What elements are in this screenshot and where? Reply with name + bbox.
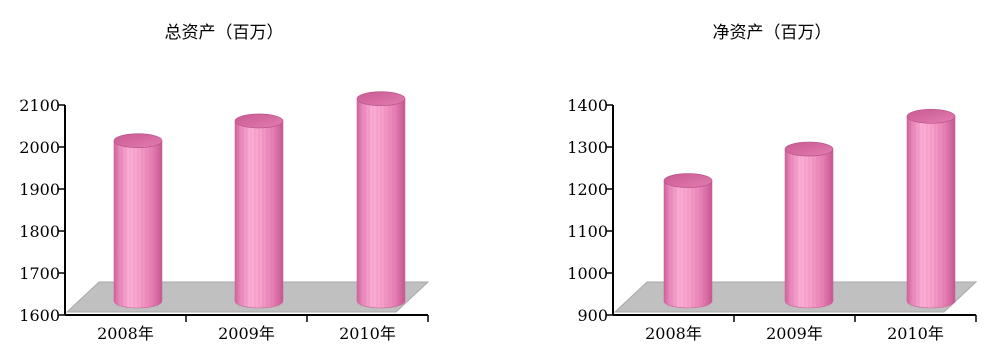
bar-cylinder (663, 173, 713, 309)
y-tick-label: 1900 (19, 180, 60, 199)
chart-title: 净资产（百万） (713, 23, 832, 43)
y-tick-label: 1600 (19, 306, 60, 325)
bar-top (113, 133, 163, 148)
bar-cylinder (234, 113, 284, 309)
bar-cylinder (906, 109, 956, 309)
bar-cylinder (113, 133, 163, 309)
chart-title: 总资产（百万） (165, 23, 284, 43)
y-tick-label: 1300 (567, 138, 608, 157)
y-tick-label: 1700 (19, 264, 60, 283)
y-tick-label: 2100 (19, 96, 60, 115)
x-tick-label: 2009年 (218, 324, 275, 343)
x-tick-label: 2010年 (887, 324, 944, 343)
bar-cylinder (784, 141, 834, 309)
y-tick-label: 1000 (567, 264, 608, 283)
y-tick-label: 1800 (19, 222, 60, 241)
x-tick-label: 2010年 (339, 324, 396, 343)
bar-top (663, 173, 713, 188)
bar-top (234, 113, 284, 129)
total-assets-chart: 总资产（百万） 1600 1700 1800 1900 2000 2100 2008年 200… (19, 23, 430, 343)
x-tick-label: 2008年 (97, 324, 154, 343)
bar-top (784, 141, 834, 157)
bar-cylinder (356, 91, 406, 309)
y-tick-label: 1200 (567, 180, 608, 199)
net-assets-chart: 净资产（百万） 900 1000 1100 1200 1300 1400 2008年 2009… (567, 23, 978, 343)
y-tick-label: 900 (577, 306, 608, 325)
bar-top (906, 109, 956, 124)
y-tick-label: 2000 (19, 138, 60, 157)
bar-top (356, 91, 406, 106)
x-tick-label: 2009年 (766, 324, 823, 343)
y-tick-label: 1400 (567, 96, 608, 115)
x-tick-label: 2008年 (645, 324, 702, 343)
y-tick-label: 1100 (567, 222, 608, 241)
